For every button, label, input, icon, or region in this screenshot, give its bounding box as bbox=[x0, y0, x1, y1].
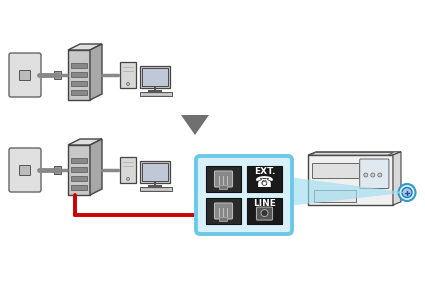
FancyBboxPatch shape bbox=[196, 156, 292, 234]
FancyBboxPatch shape bbox=[71, 184, 87, 190]
FancyBboxPatch shape bbox=[71, 167, 87, 172]
FancyBboxPatch shape bbox=[54, 71, 61, 79]
FancyBboxPatch shape bbox=[71, 176, 87, 181]
Polygon shape bbox=[310, 153, 394, 155]
FancyBboxPatch shape bbox=[219, 185, 227, 189]
FancyBboxPatch shape bbox=[314, 190, 357, 202]
FancyBboxPatch shape bbox=[20, 70, 31, 80]
FancyBboxPatch shape bbox=[140, 92, 172, 96]
FancyBboxPatch shape bbox=[140, 66, 170, 88]
FancyBboxPatch shape bbox=[9, 53, 41, 97]
Circle shape bbox=[378, 173, 382, 177]
Polygon shape bbox=[68, 44, 102, 50]
Polygon shape bbox=[68, 145, 90, 195]
Circle shape bbox=[364, 173, 368, 177]
FancyBboxPatch shape bbox=[142, 163, 168, 181]
Circle shape bbox=[127, 82, 130, 85]
Polygon shape bbox=[68, 139, 102, 145]
FancyBboxPatch shape bbox=[140, 161, 170, 183]
FancyBboxPatch shape bbox=[120, 62, 136, 88]
FancyBboxPatch shape bbox=[312, 163, 359, 178]
FancyBboxPatch shape bbox=[140, 187, 172, 191]
FancyBboxPatch shape bbox=[54, 166, 61, 174]
FancyBboxPatch shape bbox=[247, 198, 282, 224]
Circle shape bbox=[399, 184, 416, 201]
Text: LINE: LINE bbox=[253, 199, 276, 208]
FancyBboxPatch shape bbox=[215, 203, 232, 219]
FancyBboxPatch shape bbox=[360, 159, 389, 188]
Polygon shape bbox=[393, 152, 401, 205]
FancyBboxPatch shape bbox=[71, 62, 87, 68]
FancyBboxPatch shape bbox=[219, 217, 227, 221]
Circle shape bbox=[261, 210, 268, 217]
Polygon shape bbox=[68, 50, 90, 100]
FancyBboxPatch shape bbox=[20, 166, 31, 176]
Polygon shape bbox=[90, 44, 102, 100]
Polygon shape bbox=[181, 115, 209, 135]
Circle shape bbox=[402, 188, 412, 197]
Text: EXT.: EXT. bbox=[254, 167, 275, 176]
FancyBboxPatch shape bbox=[71, 71, 87, 76]
FancyBboxPatch shape bbox=[120, 157, 136, 183]
FancyBboxPatch shape bbox=[9, 148, 41, 192]
Polygon shape bbox=[308, 155, 393, 205]
Polygon shape bbox=[292, 178, 407, 206]
FancyBboxPatch shape bbox=[71, 89, 87, 94]
FancyBboxPatch shape bbox=[71, 80, 87, 86]
FancyBboxPatch shape bbox=[142, 68, 168, 86]
FancyBboxPatch shape bbox=[71, 158, 87, 163]
Circle shape bbox=[127, 178, 130, 181]
FancyBboxPatch shape bbox=[247, 166, 282, 192]
Polygon shape bbox=[90, 139, 102, 195]
FancyBboxPatch shape bbox=[257, 207, 272, 220]
Polygon shape bbox=[308, 152, 401, 155]
FancyBboxPatch shape bbox=[215, 171, 232, 187]
FancyBboxPatch shape bbox=[206, 198, 241, 224]
Circle shape bbox=[371, 173, 375, 177]
FancyBboxPatch shape bbox=[206, 166, 241, 192]
Text: ☎: ☎ bbox=[255, 175, 274, 190]
